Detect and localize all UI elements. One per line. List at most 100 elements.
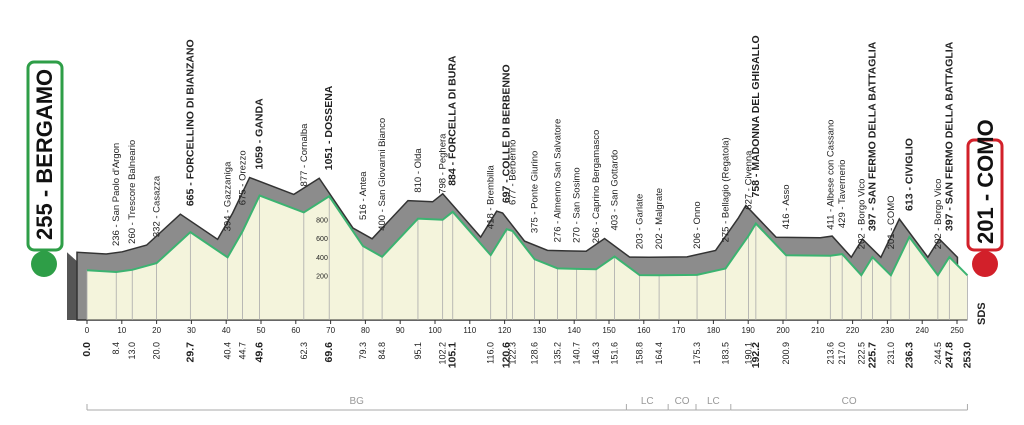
waypoint-label: 877 - Cornalba	[299, 123, 310, 187]
zone-label: LC	[641, 396, 654, 407]
x-tick-label: 130	[533, 326, 547, 335]
waypoint-label: 202 - Borgo Vico	[933, 179, 944, 250]
x-tick-label: 40	[222, 326, 231, 335]
waypoint-label: 810 - Olda	[413, 148, 424, 193]
km-label: 151.6	[610, 342, 620, 365]
x-tick-label: 90	[396, 326, 405, 335]
waypoint-label: 203 - Garlate	[635, 194, 646, 249]
km-label: 79.3	[358, 342, 368, 360]
y-tick-label: 600	[316, 236, 328, 243]
zone-label: BG	[349, 396, 364, 407]
km-label: 13.0	[127, 342, 137, 360]
km-label: 253.0	[961, 342, 973, 368]
waypoint-label: 884 - FORCELLA DI BURA	[447, 55, 459, 186]
waypoint-label: 1059 - GANDA	[254, 98, 266, 170]
km-label: 105.1	[447, 342, 459, 368]
km-label: 140.7	[572, 342, 582, 365]
waypoint-label: 332 - Casazza	[152, 175, 163, 237]
km-label: 225.7	[866, 342, 878, 368]
waypoint-label: 403 - San Gottardo	[610, 150, 621, 231]
waypoint-label: 394 - Gazzaniga	[223, 161, 234, 231]
waypoint-label: 798 - Peghera	[438, 133, 449, 194]
km-label: 231.0	[886, 342, 896, 365]
waypoint-label: 429 - Tavernerio	[837, 160, 848, 228]
waypoint-label: 613 - CIVIGLIO	[903, 138, 915, 211]
x-tick-label: 170	[672, 326, 686, 335]
start-icon	[31, 251, 57, 277]
waypoint-label: 206 - Onno	[692, 201, 703, 249]
x-tick-label: 50	[257, 326, 266, 335]
zone-label: LC	[707, 396, 720, 407]
x-tick-label: 180	[707, 326, 721, 335]
waypoint-label: 675 - Orezzo	[238, 150, 249, 205]
km-label: 244.5	[933, 342, 943, 365]
waypoint-label: 275 - Bellagio (Regatola)	[721, 137, 732, 242]
x-tick-label: 160	[637, 326, 651, 335]
x-tick-label: 70	[326, 326, 335, 335]
km-label: 120.6	[501, 342, 513, 368]
waypoint-label: 400 - San Giovanni Bianco	[377, 118, 388, 231]
x-tick-label: 20	[152, 326, 161, 335]
x-tick-label: 230	[881, 326, 895, 335]
km-label: 122.3	[508, 342, 518, 365]
waypoint-label: 202 - Borgo Vico	[856, 179, 867, 250]
km-label: 62.3	[299, 342, 309, 360]
start-label: 255 - BERGAMO	[32, 69, 57, 240]
waypoint-label: 416 - Asso	[781, 184, 792, 229]
start-box	[26, 60, 64, 252]
km-label: 247.8	[943, 342, 955, 368]
x-tick-label: 140	[568, 326, 582, 335]
x-tick-label: 0	[85, 326, 90, 335]
finish-icon	[972, 251, 998, 277]
zone-label: CO	[842, 396, 857, 407]
x-tick-label: 120	[498, 326, 512, 335]
km-label: 0.0	[81, 342, 93, 357]
km-label: 192.2	[750, 342, 762, 368]
x-tick-label: 210	[811, 326, 825, 335]
x-tick-label: 60	[291, 326, 300, 335]
waypoint-label: 270 - San Sosimo	[572, 167, 583, 243]
km-label: 95.1	[413, 342, 423, 360]
km-label: 69.6	[323, 342, 335, 363]
x-tick-label: 220	[846, 326, 860, 335]
km-label: 135.2	[552, 342, 562, 365]
finish-box	[966, 138, 1004, 252]
x-tick-label: 150	[602, 326, 616, 335]
waypoint-label: 516 - Antea	[358, 171, 369, 220]
footer: SDS	[976, 302, 988, 325]
waypoint-label: 266 - Caprino Bergamasco	[591, 130, 602, 244]
x-tick-label: 250	[950, 326, 964, 335]
km-label: 200.9	[781, 342, 791, 365]
waypoint-label: 236 - San Paolo d'Argon	[111, 143, 122, 246]
km-label: 190.1	[744, 342, 754, 365]
km-label: 164.4	[654, 342, 664, 365]
km-label: 84.8	[377, 342, 387, 360]
y-tick-label: 800	[316, 218, 328, 225]
km-label: 158.8	[635, 342, 645, 365]
x-tick-label: 110	[463, 326, 476, 335]
x-tick-label: 240	[916, 326, 930, 335]
waypoint-label: 202 - Malgrate	[654, 188, 665, 249]
km-label: 222.5	[856, 342, 866, 365]
waypoint-label: 375 - Ponte Giurino	[530, 151, 541, 233]
km-label: 102.2	[438, 342, 448, 365]
waypoint-label: 665 - FORCELLINO DI BIANZANO	[184, 39, 196, 206]
km-label: 44.7	[238, 342, 248, 360]
waypoint-label: 627 - Civenna	[744, 150, 755, 210]
finish-label: 201 - COMO	[973, 119, 998, 244]
x-tick-label: 100	[428, 326, 442, 335]
waypoint-label: 411 - Albese con Cassano	[825, 120, 836, 230]
zone-label: CO	[675, 396, 690, 407]
km-label: 217.0	[837, 342, 847, 365]
km-label: 183.5	[721, 342, 731, 365]
km-label: 20.0	[152, 342, 162, 360]
x-tick-label: 80	[361, 326, 370, 335]
waypoint-label: 697 - COLLE DI BERBENNO	[501, 64, 513, 203]
km-label: 49.6	[254, 342, 266, 363]
x-tick-label: 10	[117, 326, 126, 335]
km-label: 128.6	[530, 342, 540, 365]
x-tick-label: 190	[742, 326, 756, 335]
km-label: 40.4	[223, 342, 233, 360]
waypoint-label: 418 - Brembilla	[486, 165, 497, 230]
